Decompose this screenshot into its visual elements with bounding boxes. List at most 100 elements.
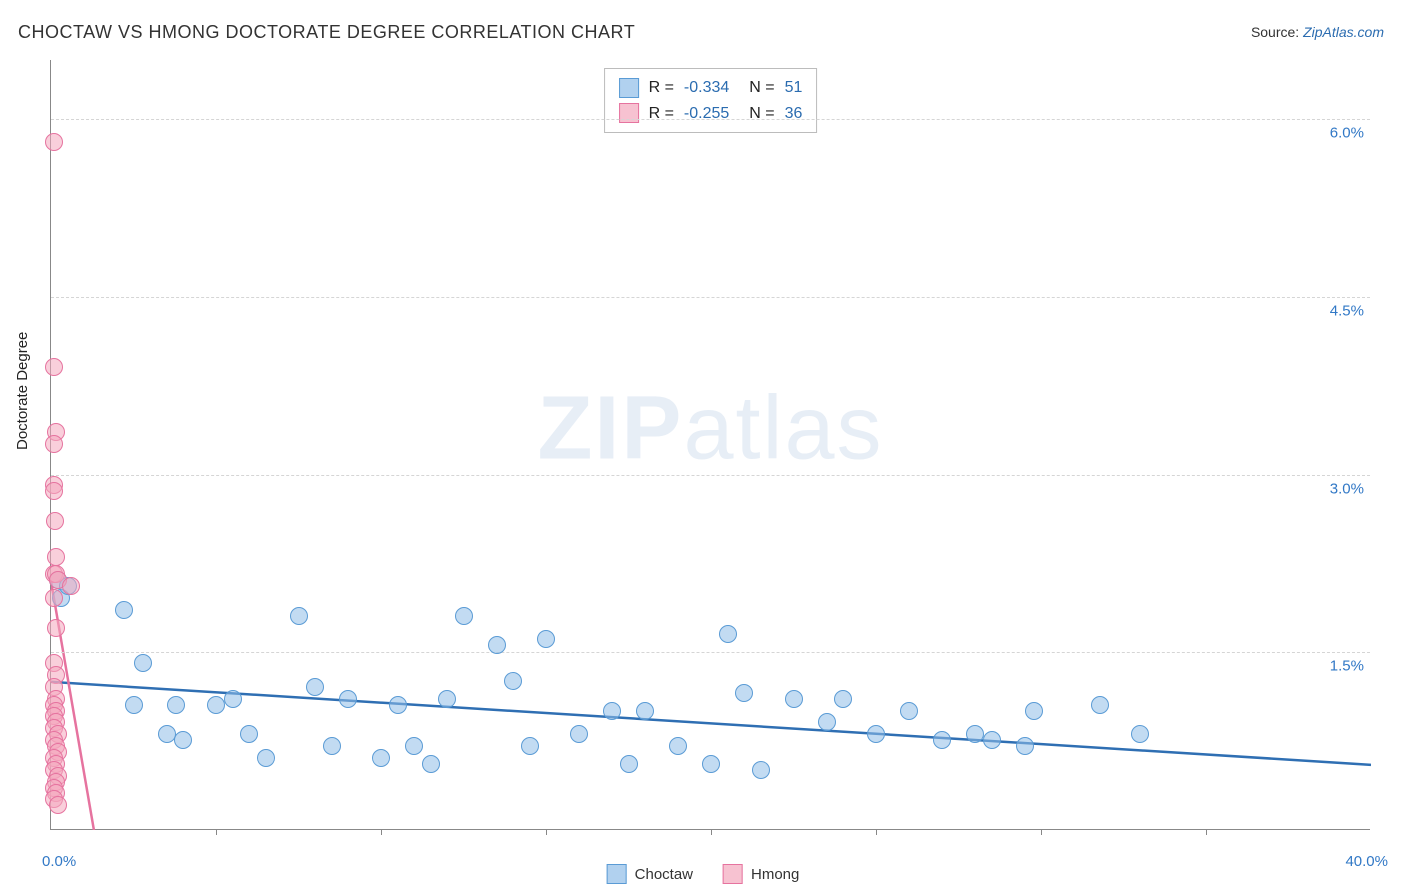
swatch-icon bbox=[619, 78, 639, 98]
data-point bbox=[158, 725, 176, 743]
stats-row-choctaw: R = -0.334 N = 51 bbox=[619, 75, 803, 101]
gridline bbox=[51, 119, 1370, 120]
chart-title: CHOCTAW VS HMONG DOCTORATE DEGREE CORREL… bbox=[18, 22, 635, 43]
x-tick bbox=[876, 829, 877, 835]
data-point bbox=[702, 755, 720, 773]
data-point bbox=[224, 690, 242, 708]
data-point bbox=[115, 601, 133, 619]
data-point bbox=[372, 749, 390, 767]
data-point bbox=[125, 696, 143, 714]
x-tick bbox=[711, 829, 712, 835]
scatter-plot: ZIPatlas R = -0.334 N = 51 R = -0.255 N … bbox=[50, 60, 1370, 830]
data-point bbox=[405, 737, 423, 755]
data-point bbox=[900, 702, 918, 720]
x-tick bbox=[546, 829, 547, 835]
data-point bbox=[45, 435, 63, 453]
watermark-bold: ZIP bbox=[537, 379, 683, 479]
legend-label: Choctaw bbox=[635, 866, 693, 883]
y-tick-label: 3.0% bbox=[1330, 480, 1364, 497]
stat-r-label: R = bbox=[649, 75, 674, 101]
data-point bbox=[966, 725, 984, 743]
data-point bbox=[45, 133, 63, 151]
data-point bbox=[1025, 702, 1043, 720]
stat-n-label: N = bbox=[749, 75, 774, 101]
data-point bbox=[785, 690, 803, 708]
stat-n-value: 36 bbox=[785, 101, 803, 127]
data-point bbox=[735, 684, 753, 702]
data-point bbox=[636, 702, 654, 720]
data-point bbox=[167, 696, 185, 714]
source-value: ZipAtlas.com bbox=[1303, 24, 1384, 40]
data-point bbox=[455, 607, 473, 625]
data-point bbox=[47, 619, 65, 637]
data-point bbox=[818, 713, 836, 731]
data-point bbox=[1131, 725, 1149, 743]
data-point bbox=[438, 690, 456, 708]
legend-item-hmong: Hmong bbox=[723, 864, 799, 884]
trend-line bbox=[51, 682, 1371, 765]
y-tick-label: 6.0% bbox=[1330, 125, 1364, 142]
watermark-light: atlas bbox=[683, 379, 883, 479]
swatch-icon bbox=[607, 864, 627, 884]
data-point bbox=[669, 737, 687, 755]
data-point bbox=[570, 725, 588, 743]
data-point bbox=[521, 737, 539, 755]
stats-legend-box: R = -0.334 N = 51 R = -0.255 N = 36 bbox=[604, 68, 818, 133]
data-point bbox=[174, 731, 192, 749]
data-point bbox=[537, 630, 555, 648]
data-point bbox=[323, 737, 341, 755]
source-label: Source: bbox=[1251, 24, 1299, 40]
data-point bbox=[134, 654, 152, 672]
data-point bbox=[339, 690, 357, 708]
gridline bbox=[51, 652, 1370, 653]
stat-r-value: -0.255 bbox=[684, 101, 729, 127]
data-point bbox=[1091, 696, 1109, 714]
data-point bbox=[752, 761, 770, 779]
chart-source: Source: ZipAtlas.com bbox=[1251, 24, 1384, 40]
data-point bbox=[389, 696, 407, 714]
data-point bbox=[62, 577, 80, 595]
data-point bbox=[207, 696, 225, 714]
data-point bbox=[603, 702, 621, 720]
data-point bbox=[422, 755, 440, 773]
stat-n-label: N = bbox=[749, 101, 774, 127]
x-axis-min-label: 0.0% bbox=[42, 853, 76, 870]
y-tick-label: 1.5% bbox=[1330, 658, 1364, 675]
stat-r-label: R = bbox=[649, 101, 674, 127]
y-axis-label: Doctorate Degree bbox=[14, 332, 31, 450]
gridline bbox=[51, 475, 1370, 476]
data-point bbox=[49, 796, 67, 814]
data-point bbox=[719, 625, 737, 643]
data-point bbox=[933, 731, 951, 749]
trend-lines bbox=[51, 60, 1371, 830]
x-axis-max-label: 40.0% bbox=[1345, 853, 1388, 870]
data-point bbox=[240, 725, 258, 743]
gridline bbox=[51, 297, 1370, 298]
data-point bbox=[488, 636, 506, 654]
data-point bbox=[47, 548, 65, 566]
data-point bbox=[46, 512, 64, 530]
data-point bbox=[257, 749, 275, 767]
data-point bbox=[290, 607, 308, 625]
x-tick bbox=[216, 829, 217, 835]
legend-label: Hmong bbox=[751, 866, 799, 883]
legend-item-choctaw: Choctaw bbox=[607, 864, 693, 884]
x-tick bbox=[381, 829, 382, 835]
data-point bbox=[834, 690, 852, 708]
series-legend: Choctaw Hmong bbox=[607, 864, 800, 884]
stats-row-hmong: R = -0.255 N = 36 bbox=[619, 101, 803, 127]
y-tick-label: 4.5% bbox=[1330, 302, 1364, 319]
stat-n-value: 51 bbox=[785, 75, 803, 101]
data-point bbox=[867, 725, 885, 743]
x-tick bbox=[1041, 829, 1042, 835]
data-point bbox=[983, 731, 1001, 749]
data-point bbox=[1016, 737, 1034, 755]
data-point bbox=[45, 358, 63, 376]
stat-r-value: -0.334 bbox=[684, 75, 729, 101]
x-tick bbox=[1206, 829, 1207, 835]
data-point bbox=[504, 672, 522, 690]
data-point bbox=[306, 678, 324, 696]
watermark: ZIPatlas bbox=[537, 378, 883, 481]
swatch-icon bbox=[723, 864, 743, 884]
data-point bbox=[45, 589, 63, 607]
